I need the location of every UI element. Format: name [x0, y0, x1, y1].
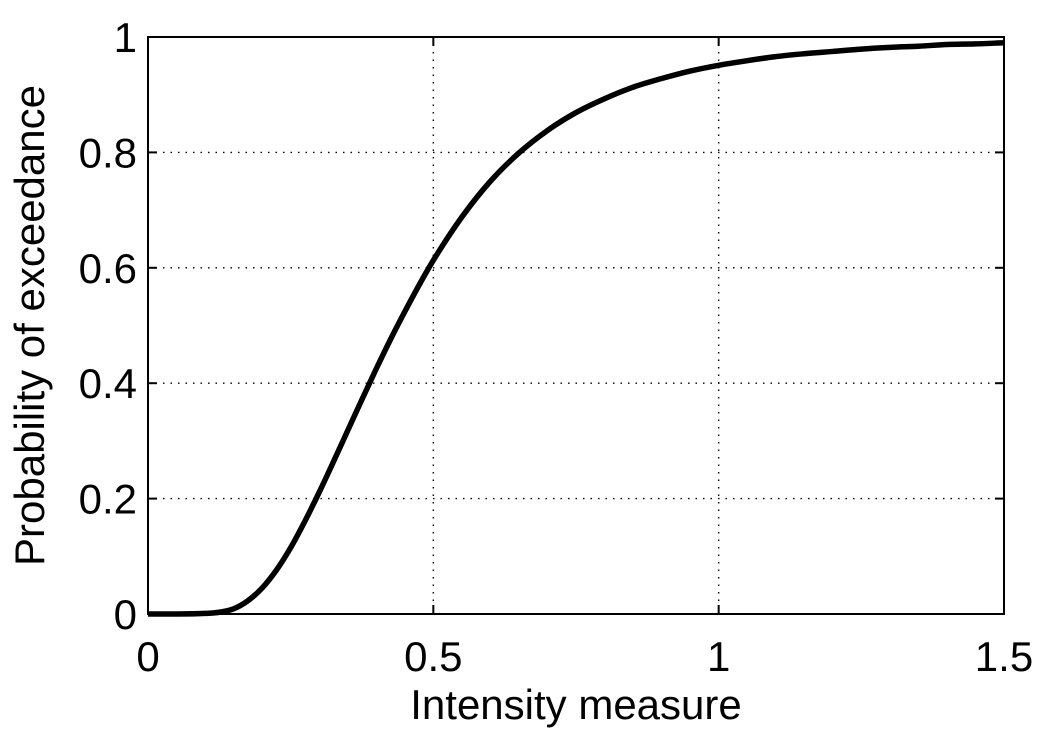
x-tick-labels: 0 0.5 1 1.5: [136, 633, 1033, 680]
plot-area-frame: [147, 36, 1005, 615]
y-tick-label: 0.6: [79, 245, 137, 292]
exceedance-curve: [147, 40, 1005, 617]
x-tick-label: 1: [707, 633, 730, 680]
x-axis-label: Intensity measure: [410, 681, 742, 728]
x-tick-label: 0: [136, 633, 159, 680]
y-tick-label: 1: [114, 14, 137, 61]
x-tick-label: 1.5: [975, 633, 1033, 680]
ticks: [147, 36, 1005, 615]
y-tick-label: 0: [114, 591, 137, 638]
y-tick-label: 0.8: [79, 129, 137, 176]
y-tick-label: 0.2: [79, 476, 137, 523]
x-tick-label: 0.5: [404, 633, 462, 680]
y-axis-label: Probability of exceedance: [6, 85, 53, 566]
grid: [148, 37, 1004, 614]
y-tick-label: 0.4: [79, 360, 137, 407]
series-layer: [147, 40, 1005, 617]
y-tick-labels: 0 0.2 0.4 0.6 0.8 1: [79, 14, 137, 638]
